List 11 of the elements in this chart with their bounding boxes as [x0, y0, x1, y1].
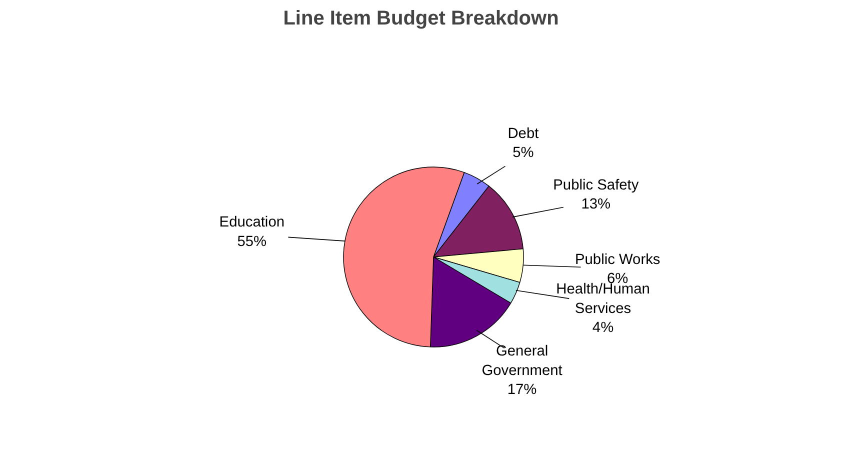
slice-label: Public Safety: [553, 177, 640, 194]
slice-label: Education: [219, 214, 284, 231]
chart-title: Line Item Budget Breakdown: [283, 8, 559, 30]
data-label: 5%: [512, 145, 534, 162]
data-label: 17%: [507, 382, 537, 398]
data-label: 13%: [581, 196, 611, 212]
data-label: 55%: [237, 234, 267, 250]
slice-label: General Government: [482, 344, 562, 379]
slice-label: Debt: [508, 126, 539, 142]
slice-label: Public Works: [574, 252, 660, 268]
data-label: 4%: [592, 320, 614, 336]
